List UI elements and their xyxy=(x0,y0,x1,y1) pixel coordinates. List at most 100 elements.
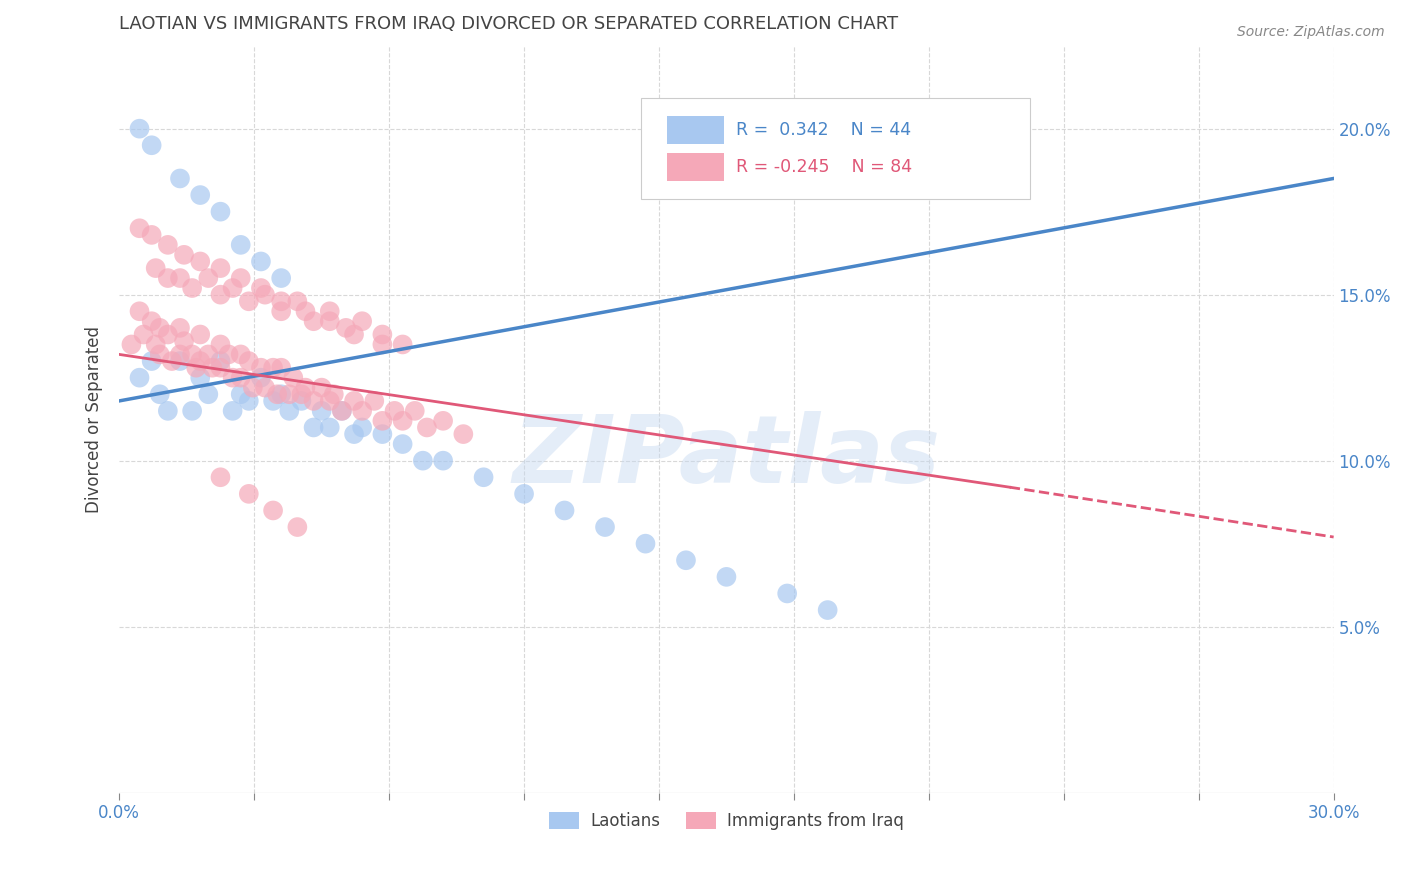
Point xyxy=(209,337,232,351)
Point xyxy=(250,281,273,295)
Legend: Laotians, Immigrants from Iraq: Laotians, Immigrants from Iraq xyxy=(543,805,911,837)
Point xyxy=(181,281,204,295)
Point xyxy=(302,314,325,328)
Point xyxy=(675,553,697,567)
Point xyxy=(188,188,211,202)
Point xyxy=(128,304,150,318)
Point xyxy=(169,271,191,285)
Point xyxy=(266,387,288,401)
Point xyxy=(319,393,342,408)
Point xyxy=(262,503,284,517)
Point xyxy=(322,387,344,401)
Point xyxy=(156,327,179,342)
Point xyxy=(343,427,366,442)
Point xyxy=(716,570,738,584)
Point xyxy=(363,393,385,408)
Point xyxy=(128,221,150,235)
Point xyxy=(270,294,292,309)
Text: LAOTIAN VS IMMIGRANTS FROM IRAQ DIVORCED OR SEPARATED CORRELATION CHART: LAOTIAN VS IMMIGRANTS FROM IRAQ DIVORCED… xyxy=(120,15,898,33)
Point xyxy=(287,294,309,309)
Point xyxy=(262,360,284,375)
FancyBboxPatch shape xyxy=(666,116,724,144)
Point xyxy=(294,304,316,318)
Point xyxy=(197,347,219,361)
Point xyxy=(253,287,276,301)
Point xyxy=(311,381,333,395)
Point xyxy=(169,321,191,335)
Point xyxy=(120,337,142,351)
Point xyxy=(221,370,243,384)
Point xyxy=(290,393,312,408)
FancyBboxPatch shape xyxy=(666,153,724,181)
Point xyxy=(149,347,172,361)
Point xyxy=(513,487,536,501)
Point xyxy=(145,337,167,351)
Point xyxy=(141,314,163,328)
Point xyxy=(181,404,204,418)
Point xyxy=(270,360,292,375)
Point xyxy=(330,404,353,418)
Point xyxy=(634,536,657,550)
Point xyxy=(319,314,342,328)
Text: Source: ZipAtlas.com: Source: ZipAtlas.com xyxy=(1237,25,1385,39)
Point xyxy=(169,171,191,186)
Point xyxy=(817,603,839,617)
Point xyxy=(352,314,374,328)
Point xyxy=(330,404,353,418)
Point xyxy=(209,354,232,368)
Point xyxy=(371,337,394,351)
Point xyxy=(384,404,406,418)
Point xyxy=(128,121,150,136)
Point xyxy=(149,321,172,335)
Point xyxy=(128,370,150,384)
Point xyxy=(201,360,224,375)
Point xyxy=(343,327,366,342)
Point xyxy=(270,387,292,401)
Point xyxy=(391,437,413,451)
Text: R =  0.342    N = 44: R = 0.342 N = 44 xyxy=(737,121,911,139)
Point xyxy=(218,347,240,361)
Point xyxy=(238,294,260,309)
Point xyxy=(169,347,191,361)
Point xyxy=(197,271,219,285)
Point xyxy=(141,354,163,368)
Point xyxy=(250,370,273,384)
Point xyxy=(253,381,276,395)
Point xyxy=(371,327,394,342)
Point xyxy=(391,337,413,351)
Point xyxy=(371,427,394,442)
Point xyxy=(141,138,163,153)
Point xyxy=(221,404,243,418)
Point xyxy=(188,327,211,342)
Point xyxy=(209,360,232,375)
Point xyxy=(132,327,155,342)
Point xyxy=(242,381,264,395)
Point xyxy=(186,360,208,375)
Point xyxy=(169,354,191,368)
Point xyxy=(250,360,273,375)
Point xyxy=(371,414,394,428)
Point xyxy=(319,304,342,318)
Point xyxy=(311,404,333,418)
Point xyxy=(302,420,325,434)
Point xyxy=(319,420,342,434)
Point xyxy=(453,427,475,442)
FancyBboxPatch shape xyxy=(641,98,1031,199)
Point xyxy=(209,287,232,301)
Point xyxy=(209,261,232,276)
Point xyxy=(352,404,374,418)
Point xyxy=(472,470,495,484)
Point xyxy=(209,204,232,219)
Point xyxy=(416,420,439,434)
Point xyxy=(238,393,260,408)
Point xyxy=(335,321,357,335)
Point xyxy=(352,420,374,434)
Point xyxy=(229,370,252,384)
Point xyxy=(181,347,204,361)
Point xyxy=(229,238,252,252)
Point xyxy=(160,354,183,368)
Point xyxy=(250,254,273,268)
Point xyxy=(197,387,219,401)
Point xyxy=(593,520,616,534)
Text: ZIPatlas: ZIPatlas xyxy=(512,410,941,502)
